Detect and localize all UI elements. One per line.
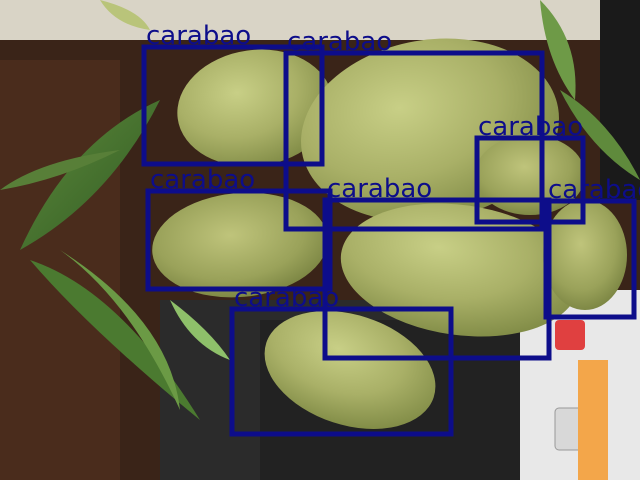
detection-label: carabao bbox=[146, 21, 251, 51]
bounding-box bbox=[322, 197, 552, 361]
mangoes bbox=[152, 38, 627, 429]
detection-label: carabao bbox=[150, 165, 255, 195]
detection-boxes bbox=[141, 44, 637, 437]
detection-label: carabao bbox=[548, 175, 640, 205]
bounding-box bbox=[283, 50, 545, 232]
bounding-box bbox=[229, 306, 454, 437]
bounding-box bbox=[474, 135, 586, 225]
detection-label: carabao bbox=[234, 283, 339, 313]
bounding-box bbox=[141, 44, 325, 167]
leaves bbox=[0, 0, 640, 420]
detection-label: carabao bbox=[478, 112, 583, 142]
detection-labels: carabao carabao carabao carabao carabao … bbox=[146, 21, 640, 313]
detection-label: carabao bbox=[287, 27, 392, 57]
bounding-box bbox=[543, 198, 637, 320]
detection-label: carabao bbox=[327, 174, 432, 204]
bounding-box bbox=[145, 188, 333, 292]
